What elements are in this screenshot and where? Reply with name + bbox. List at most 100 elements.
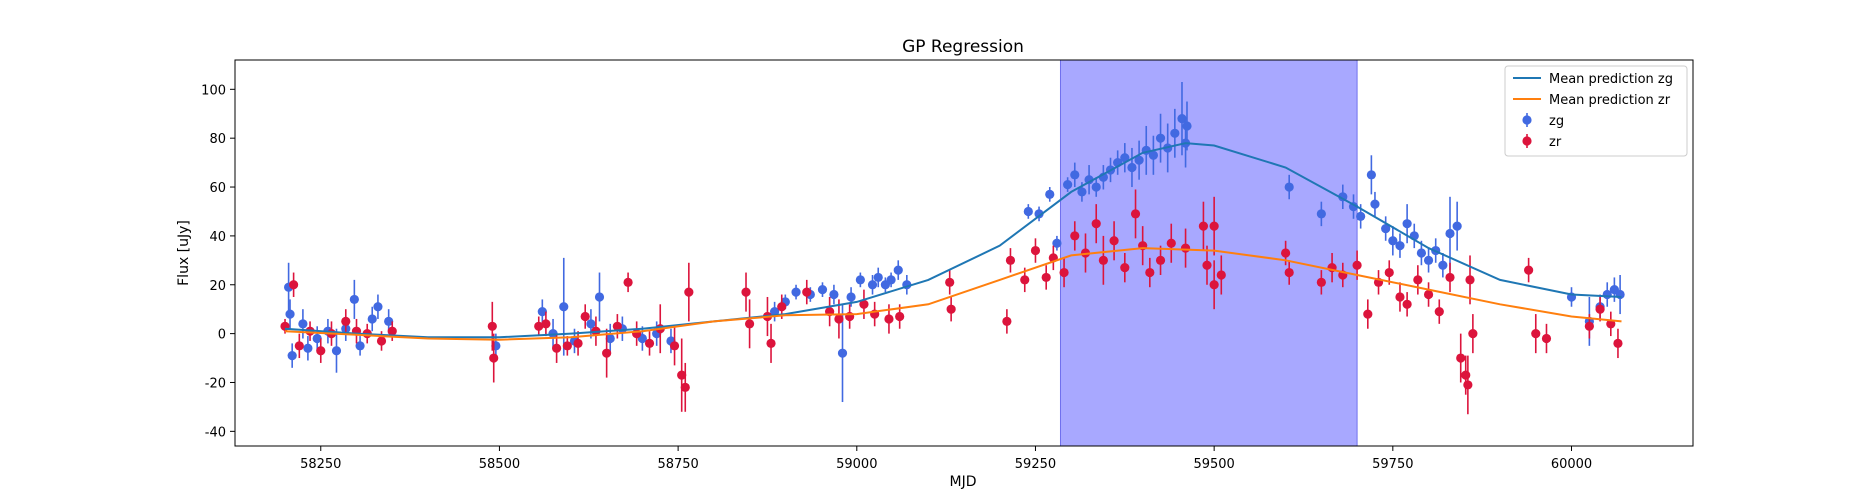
legend-label: zg <box>1549 114 1564 129</box>
data-point-zg <box>605 333 615 344</box>
data-point-zg <box>1445 228 1455 239</box>
data-point-zr <box>573 338 583 348</box>
data-point-zr <box>1198 221 1209 231</box>
data-point-zr <box>741 287 751 297</box>
data-point-zr <box>580 311 590 322</box>
data-point-zg <box>1438 260 1448 270</box>
data-point-zg <box>1452 221 1462 231</box>
data-point-zg <box>1416 248 1427 258</box>
data-point-zr <box>1002 316 1012 327</box>
legend-label: zr <box>1549 135 1562 150</box>
data-point-zr <box>1584 321 1594 331</box>
data-point-zr <box>1463 380 1473 390</box>
data-point-zr <box>744 319 755 329</box>
data-point-zr <box>1005 255 1016 265</box>
data-point-zr <box>677 370 687 380</box>
data-point-zg <box>855 275 865 285</box>
data-point-zr <box>766 338 776 348</box>
data-point-zr <box>1209 280 1219 290</box>
data-point-zg <box>594 292 605 302</box>
data-point-zr <box>1613 338 1623 348</box>
y-tick-label: -40 <box>205 425 226 440</box>
y-axis-label: Flux [uJy] <box>176 220 192 286</box>
data-point-zg <box>355 341 365 351</box>
data-point-zr <box>1155 255 1166 265</box>
data-point-zr <box>834 314 844 324</box>
data-point-zr <box>612 321 622 331</box>
chart-title: GP Regression <box>902 37 1024 57</box>
data-point-zg <box>867 280 878 290</box>
data-point-zr <box>1384 267 1394 278</box>
y-tick-label: 100 <box>201 83 226 98</box>
data-point-zg <box>1063 179 1073 190</box>
data-point-zg <box>1388 236 1398 246</box>
data-point-zg <box>285 309 295 319</box>
legend: Mean prediction zg Mean prediction zr zg zr <box>1504 65 1688 157</box>
legend-box <box>1504 65 1688 157</box>
data-point-zr <box>552 343 562 353</box>
data-point-zg <box>586 319 596 329</box>
data-point-zr <box>562 341 572 351</box>
data-point-zr <box>669 341 680 351</box>
data-point-zg <box>1155 133 1166 143</box>
data-point-zr <box>1363 309 1373 319</box>
legend-label: Mean prediction zr <box>1549 93 1671 108</box>
data-point-zr <box>895 311 905 322</box>
data-point-zr <box>1130 209 1141 219</box>
data-point-zg <box>1366 170 1376 180</box>
data-point-zg <box>886 275 896 285</box>
data-point-zg <box>791 287 801 297</box>
data-point-zr <box>1180 243 1191 253</box>
x-tick-label: 59250 <box>1015 457 1056 472</box>
data-point-zg <box>1127 162 1137 173</box>
data-point-zg <box>1023 206 1033 217</box>
data-point-zg <box>1177 114 1187 124</box>
data-point-zr <box>1402 299 1412 309</box>
data-point-zr <box>1413 275 1423 285</box>
data-point-zr <box>644 338 655 348</box>
x-tick-label: 59000 <box>836 457 877 472</box>
data-point-zr <box>1041 272 1051 283</box>
data-point-zg <box>1182 121 1192 131</box>
data-point-zr <box>684 287 694 297</box>
data-point-zr <box>859 299 869 309</box>
data-point-zr <box>946 304 956 314</box>
data-point-zr <box>1595 304 1605 314</box>
data-point-zr <box>534 321 544 331</box>
data-point-zg <box>1395 241 1405 251</box>
data-point-zr <box>1395 292 1405 302</box>
x-tick-label: 58250 <box>300 457 341 472</box>
data-point-zr <box>680 382 690 392</box>
data-point-zr <box>1145 267 1155 278</box>
x-tick-label: 60000 <box>1551 457 1592 472</box>
data-point-zg <box>1034 209 1044 219</box>
data-point-zr <box>387 326 397 336</box>
data-point-zg <box>837 348 848 358</box>
data-point-zg <box>846 292 856 302</box>
data-point-zg <box>1084 175 1094 185</box>
data-point-zr <box>802 287 812 297</box>
data-point-zg <box>1356 211 1366 221</box>
data-point-zr <box>1434 307 1444 317</box>
data-point-zr <box>541 319 551 329</box>
data-point-zg <box>373 302 383 312</box>
legend-marker-swatch <box>1522 115 1532 125</box>
x-axis-label: MJD <box>950 474 977 490</box>
data-point-zg <box>1120 153 1130 163</box>
y-tick-label: 60 <box>209 181 226 196</box>
data-point-zr <box>1423 289 1434 300</box>
data-point-zg <box>1052 238 1062 248</box>
data-point-zg <box>312 333 322 344</box>
y-tick-label: 20 <box>209 279 226 294</box>
line-mean-prediction-zg <box>284 142 1622 339</box>
data-point-zr <box>1531 329 1541 339</box>
data-point-zr <box>623 277 633 287</box>
shaded-region <box>1059 59 1358 447</box>
data-point-zr <box>602 348 612 358</box>
y-tick-label: 80 <box>209 132 226 147</box>
data-point-zr <box>1284 267 1294 278</box>
data-point-zr <box>1120 263 1130 273</box>
data-point-zg <box>817 285 828 295</box>
data-point-zr <box>487 321 497 331</box>
